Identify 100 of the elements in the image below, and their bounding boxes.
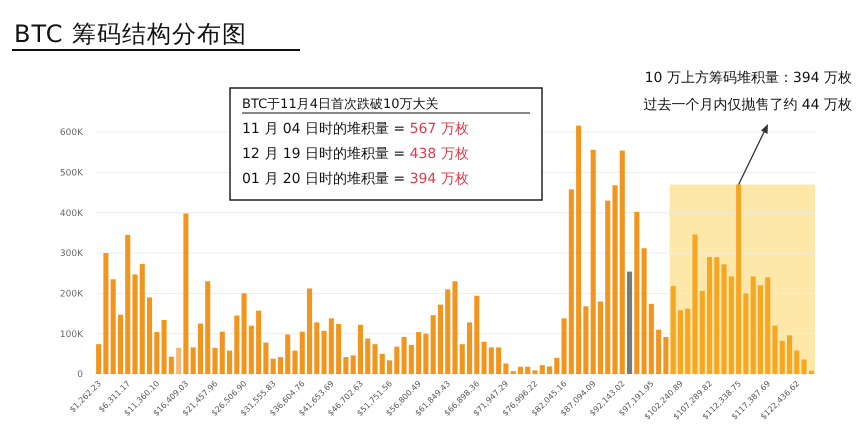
bar xyxy=(758,285,763,374)
text: BTC于11月4日首次跌破10万大关 xyxy=(242,97,439,112)
bar xyxy=(656,330,662,374)
bar xyxy=(445,289,450,374)
bar xyxy=(562,318,567,374)
bar xyxy=(140,264,145,374)
bar xyxy=(212,348,218,374)
bar xyxy=(402,336,407,374)
bar xyxy=(380,354,385,374)
bar xyxy=(132,274,138,374)
bar xyxy=(525,366,530,374)
bar xyxy=(314,322,320,374)
bar xyxy=(358,324,363,374)
bar xyxy=(707,257,712,374)
bar xyxy=(292,350,298,374)
bar xyxy=(125,234,130,374)
bar xyxy=(642,248,647,374)
bar xyxy=(532,370,538,374)
bar xyxy=(162,320,167,374)
bar xyxy=(496,347,502,374)
bar xyxy=(634,212,640,374)
bar xyxy=(176,348,182,374)
bar xyxy=(802,359,807,374)
bar xyxy=(692,234,698,374)
bar xyxy=(648,304,654,374)
bar xyxy=(183,214,188,374)
bar xyxy=(350,355,356,374)
bar xyxy=(714,257,720,374)
bar xyxy=(168,356,174,374)
y-tick-label: 100K xyxy=(60,330,84,340)
bar xyxy=(736,184,742,374)
bar xyxy=(307,288,312,374)
bar xyxy=(278,357,283,374)
annotation: 过去一个月内仅抛售了约 44 万枚 xyxy=(643,97,852,113)
chart-title: BTC 筹码结构分布图 xyxy=(14,20,248,48)
bar xyxy=(663,336,668,374)
bar xyxy=(794,350,800,374)
bar xyxy=(234,316,240,374)
bar xyxy=(678,310,683,374)
bar xyxy=(728,276,734,374)
bar xyxy=(438,304,443,374)
bar xyxy=(700,290,705,374)
bar xyxy=(540,365,545,374)
bar xyxy=(780,340,785,374)
bar xyxy=(503,364,508,374)
bar xyxy=(322,330,327,374)
bar xyxy=(518,366,523,374)
bar xyxy=(416,332,422,374)
bar xyxy=(460,344,465,374)
bar xyxy=(110,279,116,374)
bar xyxy=(336,324,342,374)
y-tick-label: 400K xyxy=(60,208,84,219)
bar xyxy=(583,306,588,374)
bar xyxy=(387,360,392,374)
bar xyxy=(576,126,582,374)
bar xyxy=(147,297,152,374)
bar xyxy=(554,358,560,374)
bar xyxy=(598,301,603,374)
bar xyxy=(154,332,160,374)
y-tick-label: 0 xyxy=(77,370,84,380)
bar xyxy=(568,189,574,374)
annotation: 11 月 04 日时的堆积量 = 567 万枚 xyxy=(242,121,469,137)
bar xyxy=(227,350,232,374)
bar xyxy=(343,357,348,374)
y-tick-label: 500K xyxy=(60,168,84,179)
bar xyxy=(743,293,748,374)
bar xyxy=(198,324,203,374)
bar xyxy=(408,344,414,374)
bar xyxy=(765,277,770,374)
bar xyxy=(605,200,610,374)
bar xyxy=(750,276,756,374)
bar xyxy=(722,264,727,374)
bar xyxy=(620,150,625,374)
bar xyxy=(670,286,676,374)
annotation: 12 月 19 日时的堆积量 = 438 万枚 xyxy=(242,146,469,162)
bar xyxy=(365,338,370,374)
bar xyxy=(394,346,400,374)
bar xyxy=(220,332,225,374)
bar xyxy=(685,308,690,374)
text: 10 万上方筹码堆积量：394 万枚 xyxy=(644,70,852,86)
bar xyxy=(627,272,632,374)
bar xyxy=(270,358,276,374)
bar xyxy=(547,366,552,374)
bar xyxy=(242,293,247,374)
annotation: 01 月 20 日时的堆积量 = 394 万枚 xyxy=(242,171,469,187)
bar xyxy=(452,281,458,374)
bar xyxy=(467,322,472,374)
bar xyxy=(423,334,428,374)
bar xyxy=(256,310,262,374)
bar xyxy=(772,326,778,374)
bar xyxy=(474,296,480,374)
bar xyxy=(285,334,290,374)
bar xyxy=(103,253,108,374)
bar xyxy=(118,314,123,374)
bar xyxy=(205,281,210,374)
bar xyxy=(263,342,268,374)
bar xyxy=(300,332,305,374)
y-tick-label: 300K xyxy=(60,249,84,260)
bar xyxy=(808,370,814,374)
bar xyxy=(190,347,196,374)
